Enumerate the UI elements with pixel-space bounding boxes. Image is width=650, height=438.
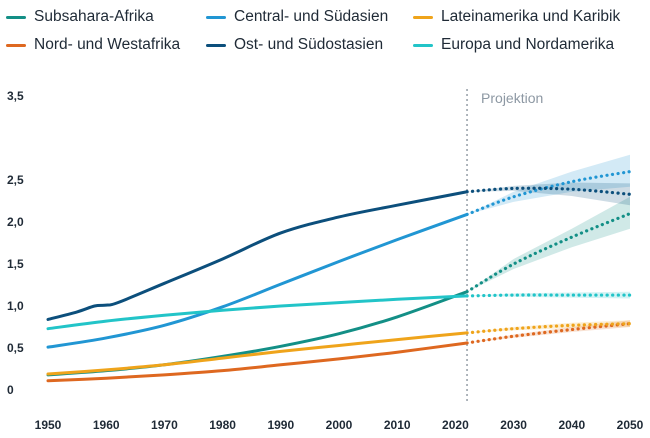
legend-item-nord-westafrika: Nord- und Westafrika — [6, 35, 180, 55]
projection-band — [467, 154, 630, 215]
projection-label: Projektion — [481, 90, 543, 106]
legend-swatch — [413, 15, 433, 19]
legend: Subsahara-Afrika Nord- und Westafrika Ce… — [0, 0, 650, 60]
legend-swatch — [6, 43, 26, 47]
legend-label: Lateinamerika und Karibik — [441, 8, 621, 25]
projection-band — [467, 196, 630, 292]
legend-label: Central- und Südasien — [234, 8, 389, 25]
legend-item-central-suedasien: Central- und Südasien — [206, 7, 388, 27]
series-line — [46, 294, 469, 331]
x-tick-label: 1950 — [35, 418, 62, 432]
projection-bands — [467, 154, 630, 343]
series-lines — [46, 170, 632, 383]
projection-line — [465, 170, 632, 217]
x-axis: 1950 1960 1970 1980 1990 2000 2010 2020 2030 2040… — [35, 418, 644, 432]
y-tick-label: 2,0 — [7, 215, 24, 229]
series-line — [46, 190, 469, 321]
projection-line — [465, 212, 632, 294]
legend-item-ost-suedostasien: Ost- und Südostasien — [206, 35, 383, 55]
projection-band — [467, 182, 630, 206]
x-tick-label: 2050 — [617, 418, 644, 432]
x-tick-label: 2000 — [326, 418, 353, 432]
x-tick-label: 2010 — [384, 418, 411, 432]
legend-label: Europa und Nordamerika — [441, 36, 615, 53]
y-axis: 0 0,5 1,0 1,5 2,0 2,5 3,5 — [7, 89, 24, 397]
x-tick-label: 2020 — [442, 418, 469, 432]
legend-label: Ost- und Südostasien — [234, 36, 384, 53]
legend-swatch — [413, 43, 433, 47]
x-tick-label: 1980 — [209, 418, 236, 432]
x-tick-label: 1970 — [151, 418, 178, 432]
projection-band — [467, 291, 630, 299]
y-tick-label: 0 — [7, 383, 14, 397]
series-line — [46, 331, 469, 376]
legend-swatch — [6, 15, 26, 19]
series-line — [46, 212, 469, 349]
y-tick-label: 1,0 — [7, 299, 24, 313]
y-tick-label: 3,5 — [7, 89, 24, 103]
x-tick-label: 1990 — [267, 418, 294, 432]
series-line — [46, 341, 469, 383]
x-tick-label: 2040 — [558, 418, 585, 432]
projection-line — [465, 322, 632, 345]
y-tick-label: 0,5 — [7, 341, 24, 355]
legend-label: Subsahara-Afrika — [34, 8, 154, 25]
x-tick-label: 2030 — [500, 418, 527, 432]
x-tick-label: 1960 — [93, 418, 120, 432]
legend-item-lateinamerika-karibik: Lateinamerika und Karibik — [413, 7, 620, 27]
legend-label: Nord- und Westafrika — [34, 36, 181, 53]
legend-item-europa-nordamerika: Europa und Nordamerika — [413, 35, 614, 55]
y-tick-label: 2,5 — [7, 173, 24, 187]
y-tick-label: 1,5 — [7, 257, 24, 271]
legend-swatch — [206, 43, 226, 47]
legend-swatch — [206, 15, 226, 19]
legend-item-subsahara-afrika: Subsahara-Afrika — [6, 7, 154, 27]
